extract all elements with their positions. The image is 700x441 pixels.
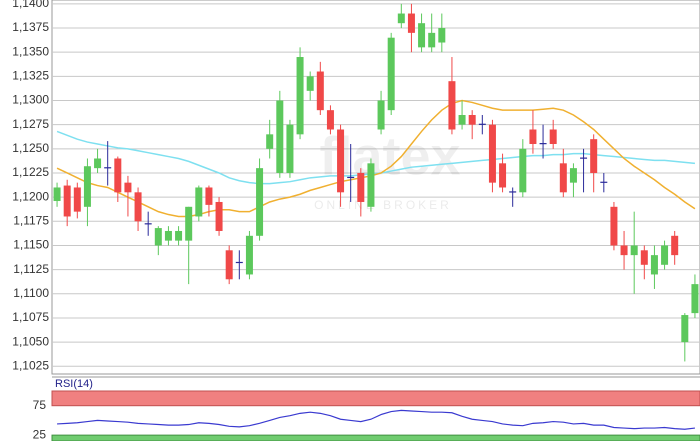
candle-body [438, 28, 446, 43]
candle-body [104, 167, 112, 169]
candle-body [407, 13, 415, 33]
candle-body [671, 235, 679, 256]
rsi-title: RSI(14) [55, 378, 93, 390]
candle-body [387, 37, 395, 111]
candle-body [590, 139, 598, 173]
candle-body [63, 185, 71, 217]
y-tick-label: 1,1275 [12, 117, 49, 131]
candle-body [114, 158, 122, 193]
candle-body [144, 223, 152, 225]
candle-body [357, 172, 365, 202]
candle-body [539, 143, 547, 145]
y-tick-label: 1,1150 [13, 238, 49, 252]
candle-body [225, 250, 233, 280]
candle-body [580, 157, 588, 159]
y-tick-label: 25 [33, 427, 47, 441]
y-tick-label: 75 [33, 398, 47, 412]
candle-body [428, 32, 436, 48]
candle-body [94, 158, 102, 169]
candle-body [286, 124, 294, 173]
watermark-subtitle: ONLINE BROKER [314, 198, 452, 212]
candle-body [600, 181, 608, 183]
candle-body [397, 13, 405, 24]
candle-body [296, 57, 304, 135]
candle-body [326, 110, 334, 130]
candle-body [266, 134, 274, 149]
y-tick-label: 1,1350 [12, 44, 49, 58]
candle-body [529, 129, 537, 144]
candle-body [256, 168, 264, 236]
candle-body [316, 71, 324, 111]
candle-body [175, 230, 183, 241]
candle-body [185, 206, 193, 241]
y-tick-label: 1,1325 [12, 69, 49, 83]
y-tick-label: 1,1400 [12, 0, 49, 10]
candle-body [215, 201, 223, 231]
candle-body [681, 315, 689, 343]
candle-body [245, 235, 253, 275]
candle-body [53, 187, 61, 202]
y-tick-label: 1,1200 [12, 189, 49, 203]
y-tick-label: 1,1175 [13, 213, 49, 227]
candle-body [205, 187, 213, 205]
candle-body [448, 81, 456, 130]
moving-average [56, 130, 696, 185]
candle-body [620, 245, 628, 256]
oversold-band [51, 434, 700, 441]
moving-average [56, 99, 696, 218]
y-tick-label: 1,1025 [12, 358, 49, 372]
candle-body [509, 191, 517, 193]
candle-body [418, 23, 426, 48]
y-tick-label: 1,1375 [12, 20, 49, 34]
candle-body [83, 166, 91, 207]
candle-body [650, 255, 658, 275]
candle-body [691, 284, 699, 314]
candle-body [276, 100, 284, 173]
candle-body [661, 245, 669, 265]
y-tick-label: 1,1250 [12, 141, 49, 155]
candle-body [549, 129, 557, 144]
candle-body [569, 168, 577, 183]
candle-body [367, 163, 375, 207]
y-tick-label: 1,1300 [12, 93, 49, 107]
candle-body [306, 76, 314, 91]
candle-body [559, 163, 567, 193]
candle-body [640, 250, 648, 265]
candle-body [347, 176, 355, 179]
candle-body [468, 115, 476, 125]
candle-body [377, 100, 385, 130]
y-tick-label: 1,1050 [12, 334, 49, 348]
candle-body [478, 123, 486, 125]
candle-body [235, 261, 243, 264]
rsi-line [57, 409, 696, 430]
y-tick-label: 1,1125 [13, 262, 49, 276]
candle-body [499, 163, 507, 188]
candle-body [337, 129, 345, 193]
candle-body [519, 148, 527, 193]
candle-body [630, 245, 638, 256]
candle-body [164, 230, 172, 241]
candle-body [124, 182, 132, 193]
candle-body [154, 228, 162, 246]
candle-body [195, 187, 203, 217]
candle-body [488, 124, 496, 183]
candle-body [458, 115, 466, 125]
candle-body [610, 206, 618, 246]
y-tick-label: 1,1225 [12, 165, 49, 179]
candle-body [73, 187, 81, 212]
overbought-band [51, 390, 700, 407]
candle-body [134, 192, 142, 222]
plot-frame [51, 0, 700, 375]
y-tick-label: 1,1100 [13, 286, 49, 300]
y-tick-label: 1,1075 [12, 310, 49, 324]
